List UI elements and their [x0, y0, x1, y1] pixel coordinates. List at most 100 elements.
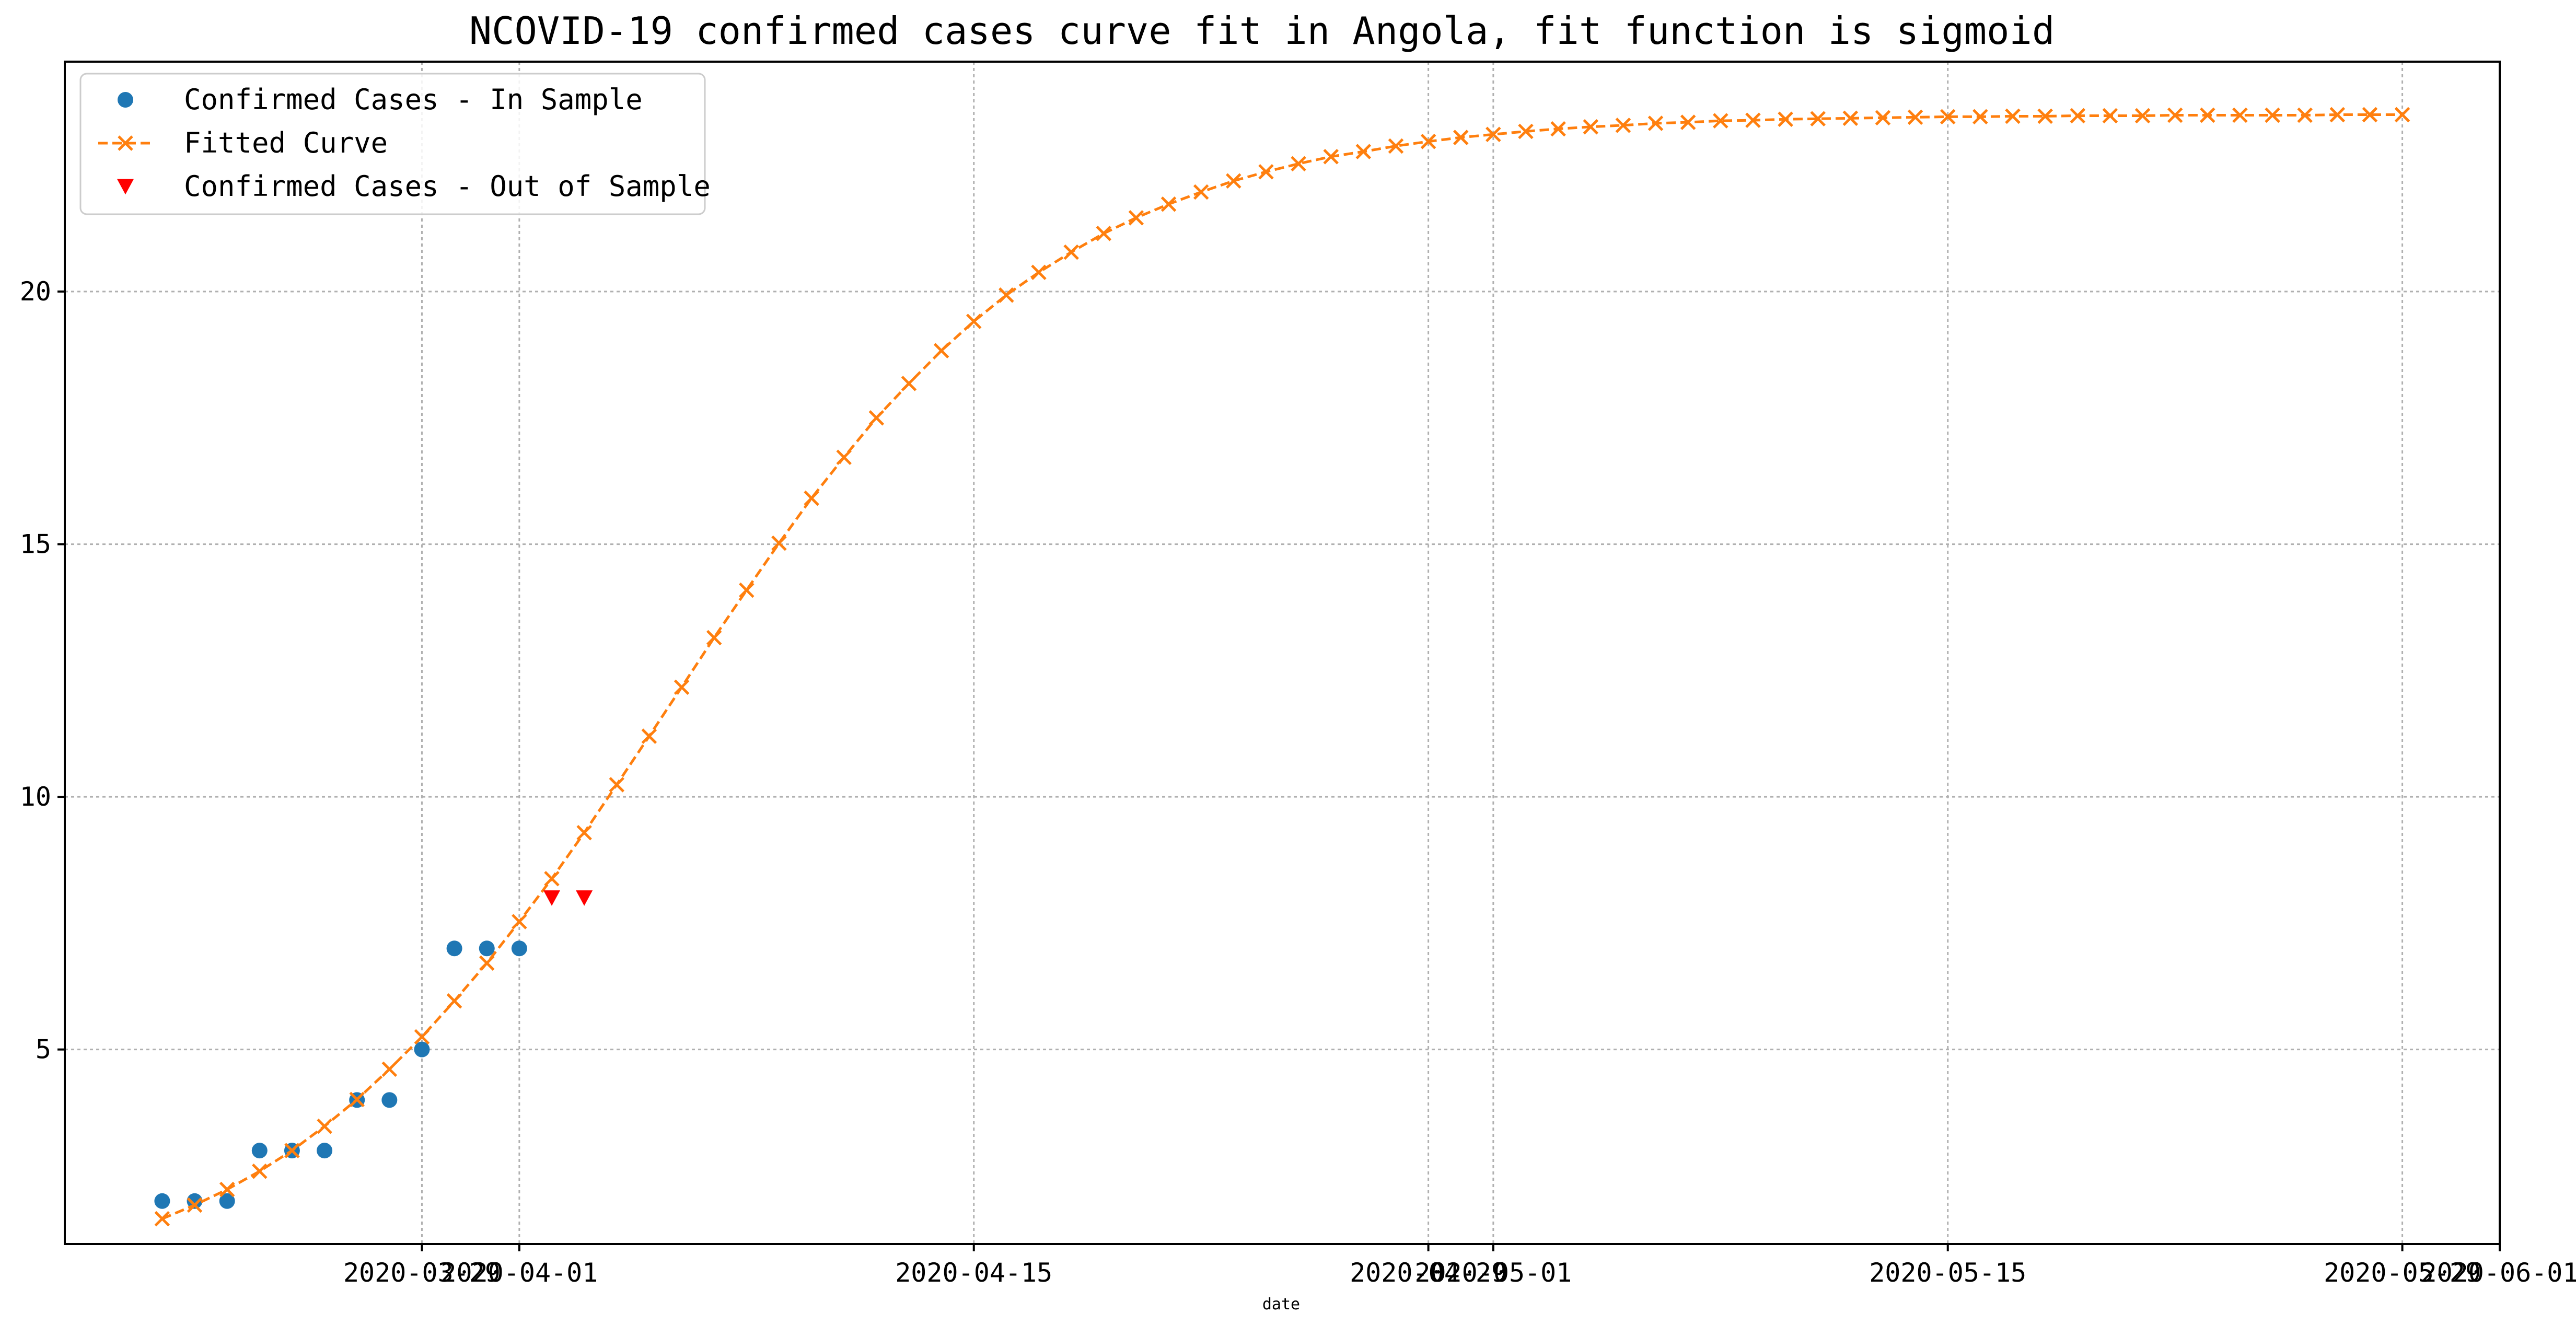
- fitted-curve-point: [1583, 119, 1599, 135]
- in-sample-point: [381, 1092, 398, 1108]
- legend: Confirmed Cases - In Sample Fitted Curve C…: [79, 73, 711, 215]
- fitted-curve-point: [284, 1143, 300, 1158]
- fitted-curve-point: [1518, 123, 1534, 140]
- x-tick-label: 2020-04-29: [1350, 1258, 1507, 1288]
- x-tick-label: 2020-05-29: [2324, 1258, 2481, 1288]
- fitted-curve-point: [1031, 264, 1047, 281]
- x-tick-label: 2020-05-01: [1414, 1258, 1572, 1288]
- fitted-curve-point: [479, 955, 495, 971]
- fitted-curve-point: [1615, 118, 1631, 133]
- fitted-curve-point: [1420, 134, 1436, 149]
- fitted-curve-point: [2232, 107, 2248, 123]
- in-sample-point: [219, 1193, 235, 1209]
- legend-label: Fitted Curve: [184, 126, 388, 159]
- legend-box: [79, 73, 706, 215]
- fitted-curve-point: [804, 490, 819, 506]
- x-tick-label: 2020-04-01: [440, 1258, 598, 1288]
- x-tick-label: 2020-03-29: [343, 1258, 501, 1288]
- fitted-curve-point: [1096, 226, 1112, 241]
- series-2: [154, 107, 2410, 1227]
- fitted-curve-point: [2102, 108, 2118, 124]
- y-tick-label: 5: [36, 1035, 51, 1065]
- fitted-curve-point: [349, 1091, 365, 1108]
- out-of-sample-point: [576, 890, 593, 906]
- fitted-curve-point: [1647, 115, 1664, 131]
- y-tick-label: 20: [20, 276, 51, 307]
- in-sample-point: [317, 1143, 333, 1159]
- plot-frame: [64, 61, 2501, 1245]
- in-sample-point: [479, 940, 495, 957]
- fitted-curve-point: [1453, 130, 1469, 145]
- in-sample-point: [251, 1143, 268, 1159]
- fitted-curve-point: [2167, 107, 2183, 123]
- fitted-curve-point: [771, 535, 787, 551]
- fitted-curve-point: [836, 449, 852, 466]
- fitted-curve-point: [1063, 244, 1079, 260]
- x-axis-label: date: [1262, 1295, 1300, 1314]
- fitted-curve-point: [512, 914, 527, 929]
- fitted-curve-point: [609, 777, 625, 793]
- fitted-curve-point: [999, 287, 1014, 303]
- fitted-curve-point: [641, 728, 657, 744]
- fitted-curve-point: [381, 1061, 398, 1077]
- fitted-curve-point: [2070, 108, 2086, 124]
- fitted-curve-point: [868, 410, 885, 426]
- fitted-curve-point: [2005, 108, 2021, 124]
- x-tick-label: 2020-04-15: [895, 1258, 1052, 1288]
- fitted-curve-point: [1940, 109, 1956, 125]
- legend-x-marker: [118, 135, 133, 151]
- legend-label: Confirmed Cases - Out of Sample: [184, 170, 711, 203]
- fitted-curve-point: [1907, 109, 1923, 125]
- series-3: [543, 890, 593, 906]
- fitted-curve-point: [2200, 107, 2215, 123]
- fitted-curve-point: [933, 343, 949, 358]
- in-sample-point: [414, 1041, 430, 1057]
- fitted-curve-point: [966, 313, 982, 329]
- fitted-curve-point: [154, 1211, 170, 1227]
- fitted-curve-point: [674, 679, 690, 695]
- plot-series: [154, 107, 2410, 1227]
- fitted-curve-point: [1972, 109, 1988, 125]
- fitted-curve-point: [317, 1118, 332, 1134]
- fitted-curve-point: [2362, 107, 2378, 123]
- fitted-curve-point: [1161, 196, 1177, 212]
- fitted-curve-point: [2134, 108, 2151, 124]
- fitted-curve-point: [1875, 110, 1891, 126]
- fitted-curve-point: [901, 376, 917, 391]
- in-sample-point: [511, 940, 527, 957]
- fitted-curve-point: [1713, 113, 1728, 129]
- fitted-curve-point: [1550, 121, 1566, 137]
- fitted-curve-point: [1323, 149, 1339, 165]
- fitted-curve-point: [187, 1197, 203, 1213]
- fitted-curve-point: [1226, 173, 1241, 189]
- fitted-curve-point: [1680, 114, 1696, 130]
- fitted-curve-point: [2297, 107, 2313, 123]
- fitted-curve-point: [706, 630, 722, 646]
- chart-title: NCOVID-19 confirmed cases curve fit in A…: [469, 9, 2055, 53]
- x-tick-label: 2020-06-01: [2421, 1258, 2576, 1288]
- fitted-curve-point: [1810, 111, 1826, 127]
- fitted-curve-point: [1745, 112, 1761, 128]
- grid: [65, 62, 2501, 1244]
- legend-label: Confirmed Cases - In Sample: [184, 83, 643, 116]
- fitted-curve-point: [1388, 138, 1404, 154]
- fitted-curve-point: [1842, 110, 1859, 126]
- fitted-curve-point: [2037, 108, 2053, 124]
- fitted-curve-point: [446, 993, 462, 1009]
- fitted-curve-point: [544, 871, 560, 887]
- fitted-curve-point: [1355, 144, 1372, 159]
- fitted-curve-line: [161, 113, 2403, 1220]
- in-sample-point: [446, 940, 462, 957]
- x-tick-label: 2020-05-15: [1869, 1258, 2026, 1288]
- fitted-curve-point: [414, 1029, 430, 1045]
- out-of-sample-point: [543, 890, 560, 906]
- series-1: [154, 940, 527, 1209]
- fitted-curve-point: [1291, 156, 1306, 172]
- fitted-curve-point: [219, 1181, 235, 1198]
- fitted-curve-point: [1486, 126, 1501, 143]
- fitted-curve-point: [1258, 164, 1274, 180]
- fitted-curve-point: [576, 825, 592, 841]
- fitted-curve-point: [1193, 184, 1209, 200]
